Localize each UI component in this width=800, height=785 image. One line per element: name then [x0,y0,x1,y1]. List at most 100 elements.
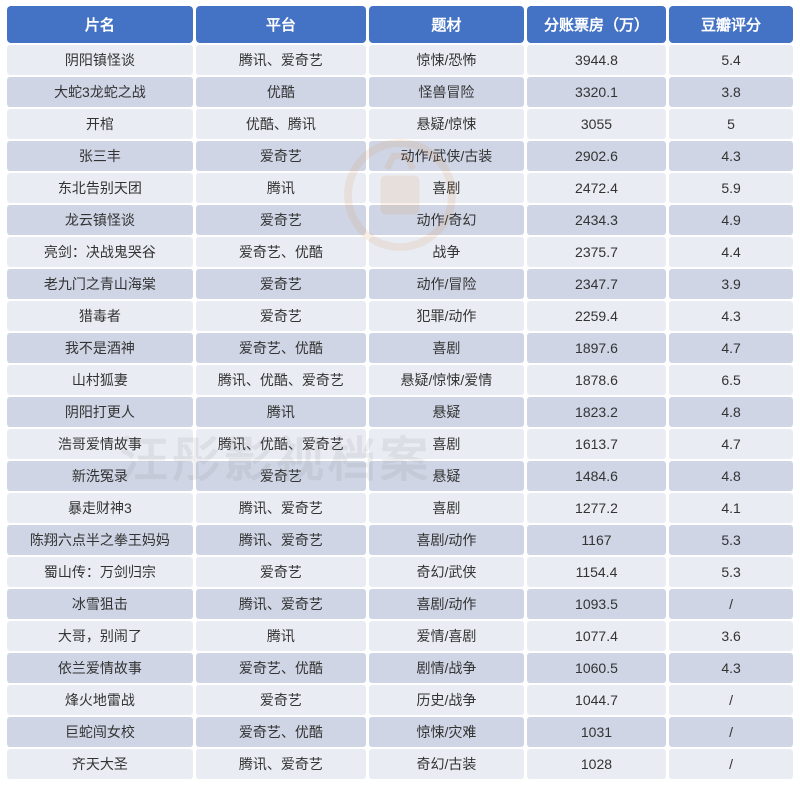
cell-title: 猎毒者 [7,301,193,331]
cell-title: 龙云镇怪谈 [7,205,193,235]
cell-genre: 喜剧 [369,333,524,363]
cell-revenue: 3944.8 [527,45,666,75]
cell-platform: 腾讯、优酷、爱奇艺 [196,365,366,395]
cell-douban: 4.8 [669,461,793,491]
cell-title: 大哥，别闹了 [7,621,193,651]
cell-platform: 爱奇艺 [196,205,366,235]
table-row: 齐天大圣腾讯、爱奇艺奇幻/古装1028/ [7,749,793,779]
table-row: 烽火地雷战爱奇艺历史/战争1044.7/ [7,685,793,715]
cell-genre: 战争 [369,237,524,267]
cell-genre: 喜剧/动作 [369,525,524,555]
table-row: 蜀山传：万剑归宗爱奇艺奇幻/武侠1154.45.3 [7,557,793,587]
cell-title: 巨蛇闯女校 [7,717,193,747]
cell-genre: 动作/武侠/古装 [369,141,524,171]
col-header-douban: 豆瓣评分 [669,6,793,43]
cell-platform: 爱奇艺、优酷 [196,653,366,683]
cell-platform: 爱奇艺 [196,557,366,587]
cell-revenue: 2434.3 [527,205,666,235]
cell-title: 大蛇3龙蛇之战 [7,77,193,107]
cell-revenue: 1167 [527,525,666,555]
cell-title: 蜀山传：万剑归宗 [7,557,193,587]
col-header-revenue: 分账票房（万） [527,6,666,43]
table-row: 猎毒者爱奇艺犯罪/动作2259.44.3 [7,301,793,331]
cell-revenue: 3055 [527,109,666,139]
cell-genre: 剧情/战争 [369,653,524,683]
cell-genre: 喜剧 [369,173,524,203]
cell-platform: 腾讯、爱奇艺 [196,749,366,779]
cell-revenue: 2347.7 [527,269,666,299]
table-row: 冰雪狙击腾讯、爱奇艺喜剧/动作1093.5/ [7,589,793,619]
cell-revenue: 1277.2 [527,493,666,523]
table-row: 暴走财神3腾讯、爱奇艺喜剧1277.24.1 [7,493,793,523]
cell-platform: 腾讯 [196,397,366,427]
movie-table-container: 汪彤影视档案 片名平台题材分账票房（万）豆瓣评分 阴阳镇怪谈腾讯、爱奇艺惊悚/恐… [0,0,800,785]
cell-title: 阴阳镇怪谈 [7,45,193,75]
cell-genre: 悬疑 [369,397,524,427]
cell-genre: 怪兽冒险 [369,77,524,107]
table-row: 张三丰爱奇艺动作/武侠/古装2902.64.3 [7,141,793,171]
cell-genre: 奇幻/古装 [369,749,524,779]
cell-title: 依兰爱情故事 [7,653,193,683]
cell-douban: 3.9 [669,269,793,299]
cell-platform: 腾讯 [196,621,366,651]
cell-douban: 4.3 [669,653,793,683]
table-row: 老九门之青山海棠爱奇艺动作/冒险2347.73.9 [7,269,793,299]
cell-platform: 爱奇艺、优酷 [196,717,366,747]
cell-genre: 动作/冒险 [369,269,524,299]
cell-platform: 腾讯、爱奇艺 [196,493,366,523]
movie-table: 片名平台题材分账票房（万）豆瓣评分 阴阳镇怪谈腾讯、爱奇艺惊悚/恐怖3944.8… [4,4,796,781]
cell-platform: 爱奇艺 [196,301,366,331]
cell-genre: 历史/战争 [369,685,524,715]
cell-platform: 爱奇艺 [196,141,366,171]
cell-genre: 奇幻/武侠 [369,557,524,587]
cell-douban: / [669,717,793,747]
cell-title: 开棺 [7,109,193,139]
cell-revenue: 1897.6 [527,333,666,363]
cell-revenue: 2259.4 [527,301,666,331]
cell-douban: / [669,685,793,715]
cell-douban: 4.8 [669,397,793,427]
cell-title: 冰雪狙击 [7,589,193,619]
table-row: 阴阳镇怪谈腾讯、爱奇艺惊悚/恐怖3944.85.4 [7,45,793,75]
cell-douban: 4.7 [669,429,793,459]
table-row: 依兰爱情故事爱奇艺、优酷剧情/战争1060.54.3 [7,653,793,683]
cell-douban: 5.4 [669,45,793,75]
cell-revenue: 1823.2 [527,397,666,427]
cell-revenue: 1077.4 [527,621,666,651]
table-row: 新洗冤录爱奇艺悬疑1484.64.8 [7,461,793,491]
cell-platform: 爱奇艺、优酷 [196,237,366,267]
cell-douban: 5 [669,109,793,139]
cell-douban: 4.4 [669,237,793,267]
cell-platform: 爱奇艺 [196,269,366,299]
cell-genre: 动作/奇幻 [369,205,524,235]
cell-revenue: 1878.6 [527,365,666,395]
cell-title: 暴走财神3 [7,493,193,523]
cell-revenue: 2902.6 [527,141,666,171]
cell-title: 老九门之青山海棠 [7,269,193,299]
table-row: 巨蛇闯女校爱奇艺、优酷惊悚/灾难1031/ [7,717,793,747]
cell-douban: 4.3 [669,301,793,331]
cell-platform: 优酷、腾讯 [196,109,366,139]
cell-douban: 4.7 [669,333,793,363]
cell-title: 我不是酒神 [7,333,193,363]
cell-douban: 5.9 [669,173,793,203]
cell-genre: 悬疑 [369,461,524,491]
cell-revenue: 2375.7 [527,237,666,267]
table-row: 浩哥爱情故事腾讯、优酷、爱奇艺喜剧1613.74.7 [7,429,793,459]
cell-revenue: 2472.4 [527,173,666,203]
cell-revenue: 1484.6 [527,461,666,491]
cell-douban: 3.8 [669,77,793,107]
cell-title: 山村狐妻 [7,365,193,395]
cell-genre: 悬疑/惊悚/爱情 [369,365,524,395]
table-row: 阴阳打更人腾讯悬疑1823.24.8 [7,397,793,427]
table-row: 亮剑：决战鬼哭谷爱奇艺、优酷战争2375.74.4 [7,237,793,267]
cell-revenue: 1028 [527,749,666,779]
cell-revenue: 1060.5 [527,653,666,683]
cell-douban: 4.3 [669,141,793,171]
cell-douban: 4.9 [669,205,793,235]
cell-platform: 腾讯、爱奇艺 [196,589,366,619]
table-row: 我不是酒神爱奇艺、优酷喜剧1897.64.7 [7,333,793,363]
cell-platform: 爱奇艺 [196,685,366,715]
cell-platform: 腾讯、爱奇艺 [196,45,366,75]
cell-douban: 5.3 [669,557,793,587]
